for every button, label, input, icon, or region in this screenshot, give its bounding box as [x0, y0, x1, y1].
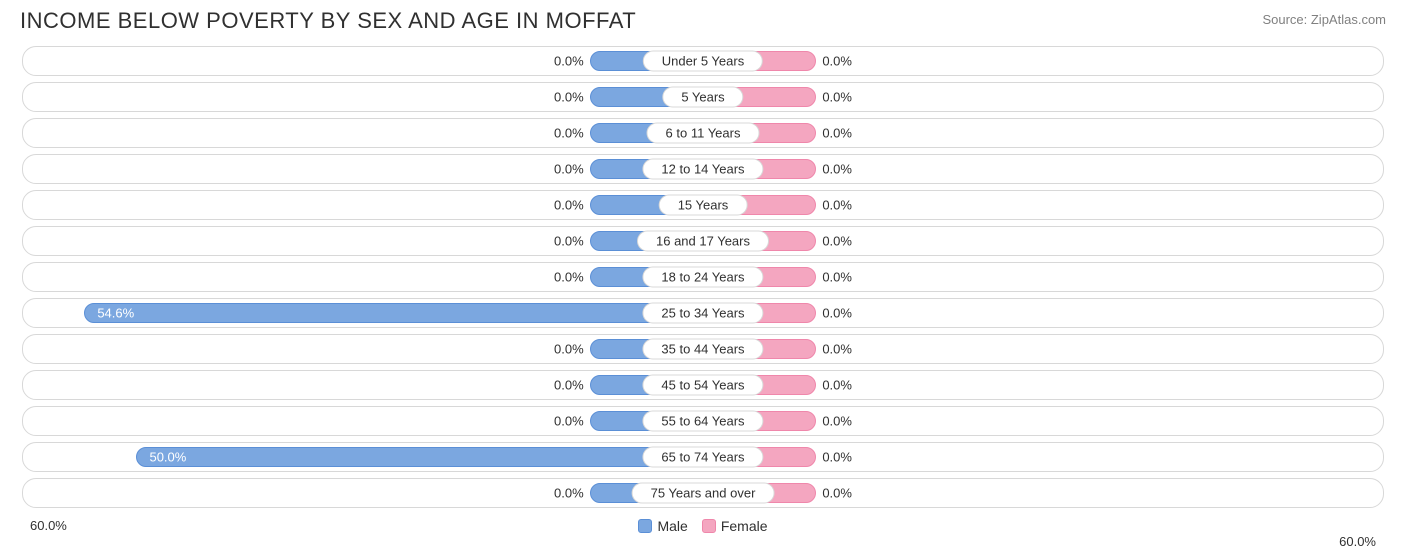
male-half: 0.0%	[23, 407, 703, 435]
category-label: 75 Years and over	[632, 483, 775, 504]
male-value-label: 54.6%	[97, 306, 134, 321]
male-value-label: 0.0%	[554, 342, 584, 357]
category-label: 16 and 17 Years	[637, 231, 769, 252]
chart-row: 0.0% 0.0% 12 to 14 Years	[22, 154, 1384, 184]
female-value-label: 0.0%	[822, 342, 852, 357]
female-value-label: 0.0%	[822, 54, 852, 69]
legend-female-label: Female	[721, 518, 768, 534]
female-value-label: 0.0%	[822, 486, 852, 501]
male-half: 0.0%	[23, 371, 703, 399]
legend-swatch-female	[702, 519, 716, 533]
female-half: 0.0%	[703, 191, 1383, 219]
female-value-label: 0.0%	[822, 234, 852, 249]
male-half: 0.0%	[23, 227, 703, 255]
chart-row: 0.0% 0.0% 5 Years	[22, 82, 1384, 112]
male-bar	[84, 303, 703, 323]
chart-row: 0.0% 0.0% Under 5 Years	[22, 46, 1384, 76]
female-half: 0.0%	[703, 371, 1383, 399]
axis-max-right: 60.0%	[1339, 534, 1376, 549]
female-half: 0.0%	[703, 299, 1383, 327]
legend-female: Female	[702, 518, 768, 534]
chart-footer: 60.0% Male Female 60.0%	[0, 514, 1406, 544]
chart-row: 0.0% 0.0% 45 to 54 Years	[22, 370, 1384, 400]
female-half: 0.0%	[703, 155, 1383, 183]
legend-swatch-male	[638, 519, 652, 533]
female-half: 0.0%	[703, 263, 1383, 291]
category-label: 12 to 14 Years	[642, 159, 763, 180]
female-half: 0.0%	[703, 443, 1383, 471]
female-half: 0.0%	[703, 83, 1383, 111]
male-half: 0.0%	[23, 119, 703, 147]
female-half: 0.0%	[703, 119, 1383, 147]
male-value-label: 50.0%	[149, 450, 186, 465]
male-value-label: 0.0%	[554, 198, 584, 213]
legend-male-label: Male	[657, 518, 687, 534]
female-value-label: 0.0%	[822, 450, 852, 465]
chart-row: 0.0% 0.0% 6 to 11 Years	[22, 118, 1384, 148]
axis-max-left: 60.0%	[30, 518, 67, 533]
male-half: 0.0%	[23, 47, 703, 75]
female-half: 0.0%	[703, 335, 1383, 363]
male-value-label: 0.0%	[554, 126, 584, 141]
male-half: 0.0%	[23, 263, 703, 291]
chart-row: 0.0% 0.0% 35 to 44 Years	[22, 334, 1384, 364]
category-label: 45 to 54 Years	[642, 375, 763, 396]
female-value-label: 0.0%	[822, 162, 852, 177]
male-half: 50.0%	[23, 443, 703, 471]
category-label: 5 Years	[662, 87, 743, 108]
male-value-label: 0.0%	[554, 270, 584, 285]
female-half: 0.0%	[703, 227, 1383, 255]
male-half: 0.0%	[23, 335, 703, 363]
female-value-label: 0.0%	[822, 198, 852, 213]
legend-male: Male	[638, 518, 687, 534]
chart-title: INCOME BELOW POVERTY BY SEX AND AGE IN M…	[20, 8, 636, 34]
female-half: 0.0%	[703, 47, 1383, 75]
chart-body: 0.0%0.0%Under 5 Years0.0%0.0%5 Years0.0%…	[0, 46, 1406, 508]
male-bar	[136, 447, 703, 467]
category-label: 55 to 64 Years	[642, 411, 763, 432]
male-value-label: 0.0%	[554, 90, 584, 105]
female-half: 0.0%	[703, 479, 1383, 507]
male-half: 0.0%	[23, 191, 703, 219]
male-value-label: 0.0%	[554, 486, 584, 501]
male-half: 54.6%	[23, 299, 703, 327]
category-label: 25 to 34 Years	[642, 303, 763, 324]
male-value-label: 0.0%	[554, 378, 584, 393]
female-value-label: 0.0%	[822, 306, 852, 321]
female-value-label: 0.0%	[822, 90, 852, 105]
category-label: Under 5 Years	[643, 51, 763, 72]
legend: Male Female	[22, 518, 1384, 534]
male-value-label: 0.0%	[554, 162, 584, 177]
female-value-label: 0.0%	[822, 270, 852, 285]
male-half: 0.0%	[23, 83, 703, 111]
female-value-label: 0.0%	[822, 378, 852, 393]
chart-source: Source: ZipAtlas.com	[1262, 12, 1386, 27]
category-label: 18 to 24 Years	[642, 267, 763, 288]
male-half: 0.0%	[23, 155, 703, 183]
category-label: 35 to 44 Years	[642, 339, 763, 360]
chart-row: 0.0% 0.0% 55 to 64 Years	[22, 406, 1384, 436]
female-value-label: 0.0%	[822, 126, 852, 141]
chart-row: 0.0% 0.0% 75 Years and over	[22, 478, 1384, 508]
category-label: 65 to 74 Years	[642, 447, 763, 468]
chart-row: 0.0% 0.0% 18 to 24 Years	[22, 262, 1384, 292]
category-label: 15 Years	[659, 195, 748, 216]
male-value-label: 0.0%	[554, 54, 584, 69]
category-label: 6 to 11 Years	[647, 123, 760, 144]
male-value-label: 0.0%	[554, 414, 584, 429]
chart-row: 0.0% 0.0% 16 and 17 Years	[22, 226, 1384, 256]
female-half: 0.0%	[703, 407, 1383, 435]
chart-row: 54.6% 0.0% 25 to 34 Years	[22, 298, 1384, 328]
chart-row: 50.0% 0.0% 65 to 74 Years	[22, 442, 1384, 472]
chart-header: INCOME BELOW POVERTY BY SEX AND AGE IN M…	[0, 0, 1406, 46]
chart-row: 0.0% 0.0% 15 Years	[22, 190, 1384, 220]
male-value-label: 0.0%	[554, 234, 584, 249]
female-value-label: 0.0%	[822, 414, 852, 429]
male-half: 0.0%	[23, 479, 703, 507]
